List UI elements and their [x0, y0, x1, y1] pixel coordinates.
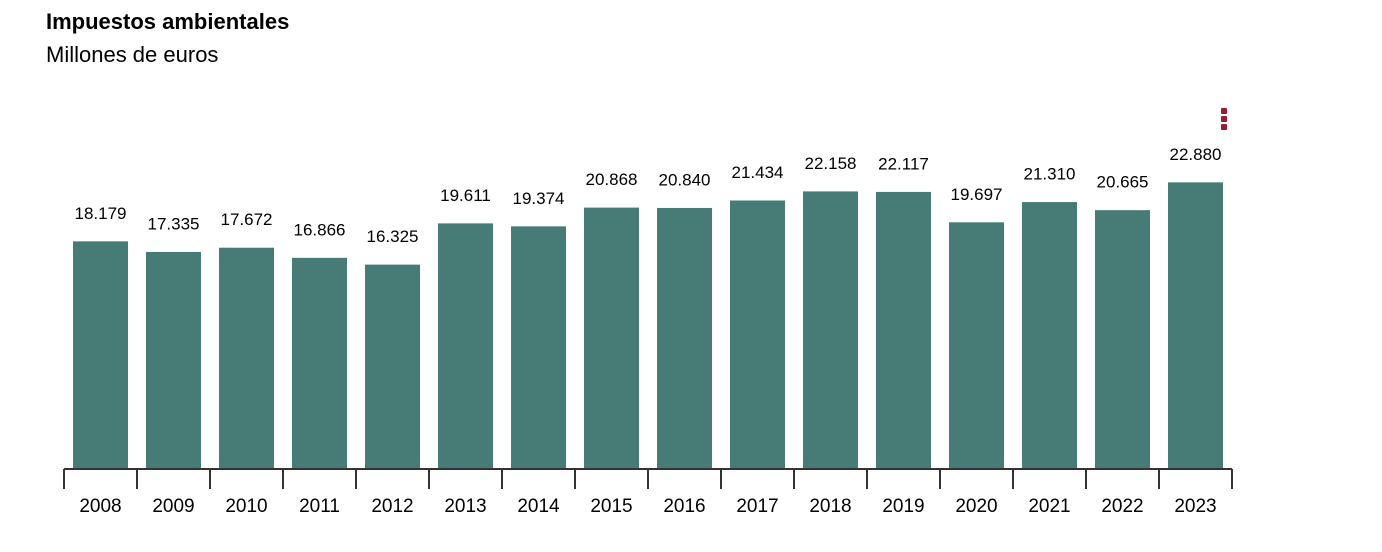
chart-subtitle: Millones de euros	[46, 42, 219, 67]
value-label-2014: 19.374	[513, 189, 565, 208]
bar-2017	[729, 199, 786, 470]
x-tick-label-2016: 2016	[663, 496, 705, 517]
value-label-2021: 21.310	[1024, 165, 1076, 184]
value-label-2013: 19.611	[440, 186, 491, 205]
bar-2011	[291, 256, 348, 470]
x-tick-label-2011: 2011	[299, 496, 340, 517]
x-tick-label-2019: 2019	[882, 496, 924, 517]
menu-dot	[1221, 124, 1227, 130]
x-tick-label-2012: 2012	[371, 496, 413, 517]
x-tick-label-2008: 2008	[79, 496, 121, 517]
x-tick-label-2010: 2010	[225, 496, 267, 517]
value-label-2020: 19.697	[951, 185, 1003, 204]
bar-2022	[1094, 209, 1151, 470]
value-label-2016: 20.840	[659, 170, 711, 189]
x-tick-label-2017: 2017	[736, 496, 778, 517]
value-label-2010: 17.672	[221, 210, 273, 229]
value-label-2022: 20.665	[1097, 173, 1149, 192]
bar-2021	[1021, 201, 1078, 470]
bars-layer	[72, 181, 1224, 470]
bar-2016	[656, 206, 713, 470]
value-label-2018: 22.158	[805, 154, 857, 173]
bar-2008	[72, 240, 129, 470]
chart-menu-button[interactable]	[1214, 104, 1234, 134]
value-label-2012: 16.325	[367, 227, 419, 246]
value-label-2019: 22.117	[878, 154, 929, 173]
menu-dot	[1221, 108, 1227, 114]
bar-2012	[364, 263, 421, 470]
bar-2018	[802, 190, 859, 470]
x-tick-label-2018: 2018	[809, 496, 851, 517]
chart-title: Impuestos ambientales	[46, 9, 290, 34]
x-tick-label-2013: 2013	[444, 496, 486, 517]
x-axis: 2008 2009 2010 2011 2012 2013 2014 2015 2016 2017…	[63, 468, 1233, 517]
bar-2019	[875, 190, 932, 470]
value-label-2008: 18.179	[75, 204, 127, 223]
value-label-2009: 17.335	[148, 214, 200, 233]
value-label-2011: 16.866	[294, 220, 346, 239]
x-tick-label-2015: 2015	[590, 496, 632, 517]
bar-2020	[948, 221, 1005, 470]
x-tick-label-2014: 2014	[517, 496, 560, 517]
bar-2013	[437, 222, 494, 470]
value-label-2017: 21.434	[732, 163, 784, 182]
bar-2015	[583, 206, 640, 470]
bar-2014	[510, 225, 567, 470]
value-label-2023: 22.880	[1170, 145, 1222, 164]
value-labels-layer: 18.179 17.335 17.672 16.866 16.325 19.611 19.3…	[75, 145, 1222, 246]
bar-2009	[145, 250, 202, 470]
x-tick-label-2021: 2021	[1028, 496, 1070, 517]
x-tick-label-2020: 2020	[955, 496, 997, 517]
bar-2010	[218, 246, 275, 470]
x-tick-label-2022: 2022	[1101, 496, 1143, 517]
x-tick-label-2023: 2023	[1174, 496, 1216, 517]
menu-dot	[1221, 116, 1227, 122]
bar-2023	[1167, 181, 1224, 470]
x-tick-label-2009: 2009	[152, 496, 194, 517]
value-label-2015: 20.868	[586, 170, 638, 189]
